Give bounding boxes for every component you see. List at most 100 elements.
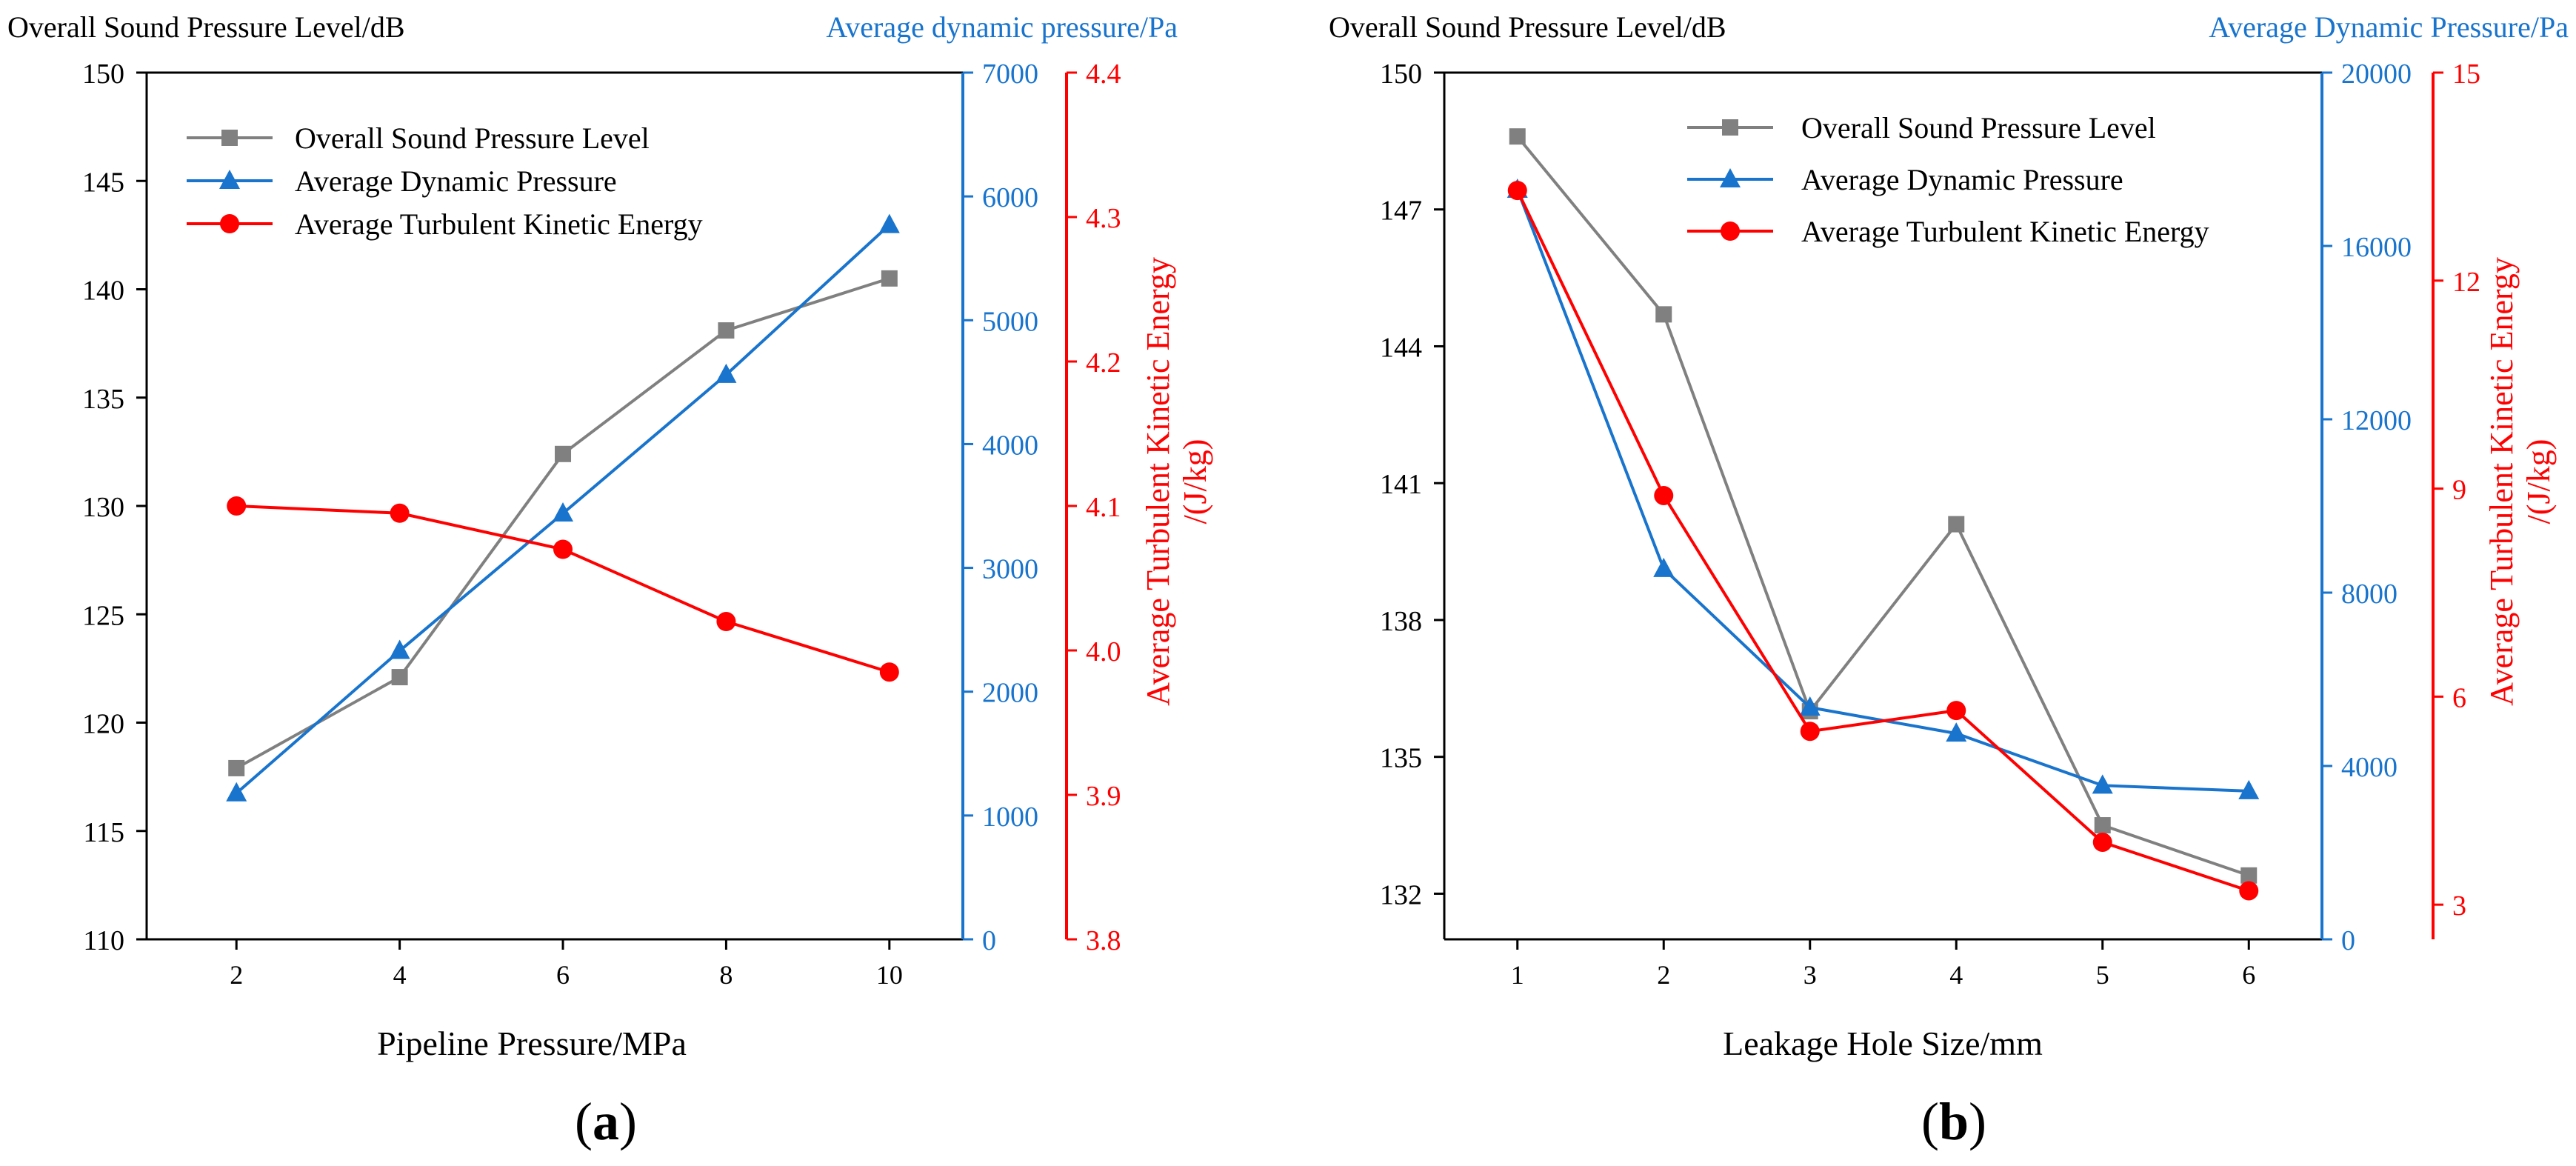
panel-a-right1-tick-label: 7000	[982, 59, 1038, 90]
panel-a-left-tick-label: 135	[82, 384, 124, 415]
panel-b-right2-axis-title-line2: /(J/kg)	[2520, 439, 2557, 524]
panel-b-left-tick-label: 150	[1380, 59, 1422, 90]
panel-b-x-tick-label: 6	[2242, 960, 2255, 990]
panel-a-right2-tick-label: 4.2	[1086, 347, 1121, 379]
panel-b-spl-point	[1509, 128, 1526, 145]
panel-b-dynamic-pressure-point	[2238, 779, 2260, 799]
panel-a-dynamic-pressure-point	[715, 363, 737, 383]
panel-b-x-tick-label: 3	[1803, 960, 1817, 990]
panel-a-dynamic-pressure-point	[389, 639, 410, 659]
panel-b-tke-point	[1507, 181, 1527, 201]
panel-b-spl-point	[1655, 306, 1672, 323]
panel-b-right1-tick-label: 8000	[2341, 579, 2398, 610]
panel-b-tke-point	[2092, 832, 2112, 852]
panel-a-right1-tick-label: 4000	[982, 430, 1038, 461]
panel-a-right1-tick-label: 6000	[982, 182, 1038, 213]
panel-a-legend-tke-marker	[220, 214, 239, 233]
panel-a-left-tick-label: 120	[82, 709, 124, 740]
panel-b-tke-point	[2239, 881, 2259, 901]
panel-a-right2-tick-label: 4.0	[1086, 636, 1121, 667]
panel-a-spl-point	[555, 445, 572, 462]
panel-a-right2-tick-label: 3.8	[1086, 925, 1121, 956]
panel-a-tke-point	[227, 496, 247, 516]
panel-b-tke-point	[1800, 722, 1820, 742]
panel-a-spl-point	[228, 759, 245, 776]
panel-a-right1-tick-label: 0	[982, 925, 996, 956]
panel-a-left-tick-label: 130	[82, 492, 124, 523]
panel-a-right2-axis-title-line2: /(J/kg)	[1177, 439, 1213, 524]
panel-b-left-tick-label: 141	[1380, 469, 1422, 500]
panel-a-spl-point	[881, 270, 898, 287]
panel-a-legend-dynamic-pressure-marker	[219, 170, 240, 189]
panel-b-left-axis-title: Overall Sound Pressure Level/dB	[1329, 10, 1726, 44]
panel-b-left-tick-label: 144	[1380, 332, 1422, 363]
panel-a-right1-axis-title: Average dynamic pressure/Pa	[826, 10, 1178, 44]
panel-a-legend-dynamic-pressure-label: Average Dynamic Pressure	[295, 164, 617, 198]
panel-a-legend-tke-label: Average Turbulent Kinetic Energy	[295, 207, 703, 241]
panel-b-spl-point	[1948, 516, 1965, 533]
panel-a-x-tick-label: 10	[876, 960, 903, 990]
panel-a-spl-line	[236, 276, 890, 770]
panel-a-x-axis-title: Pipeline Pressure/MPa	[377, 1025, 687, 1062]
panel-a-right2-axis-title-line1: Average Turbulent Kinetic Energy	[1140, 257, 1176, 706]
panel-b-label-letter: b	[1939, 1092, 1969, 1151]
panel-a-tke-point	[716, 612, 736, 631]
panel-b-tke-line	[1515, 190, 2249, 893]
panel-a-left-tick-label: 115	[83, 817, 124, 848]
panel-b-x-axis-title: Leakage Hole Size/mm	[1723, 1025, 2043, 1062]
panel-a-x-tick-label: 6	[556, 960, 570, 990]
panel-b-right2-tick-label: 3	[2452, 890, 2466, 922]
panel-b-spl-point	[2094, 817, 2111, 834]
panel-a: Overall Sound Pressure Level/dB Average …	[7, 10, 1213, 1151]
panel-a-label-letter: a	[593, 1092, 619, 1151]
panel-a-left-axis-title: Overall Sound Pressure Level/dB	[7, 10, 405, 44]
panel-a-dynamic-pressure-point	[878, 213, 900, 233]
panel-b-left-tick-label: 147	[1380, 196, 1422, 227]
panel-b-legend-tke-marker	[1721, 221, 1740, 241]
panel-a-tke-line	[236, 504, 890, 674]
panel-a-spl-point	[718, 322, 735, 339]
panel-b-right2-tick-label: 6	[2452, 682, 2466, 713]
panel-b-plot: 1 2 3 4 5 61321351381411441471500400080001200…	[1380, 59, 2480, 990]
panel-a-dynamic-pressure-point	[553, 502, 574, 522]
panel-a-right1-tick-label: 2000	[982, 678, 1038, 709]
panel-a-left-tick-label: 150	[82, 59, 124, 90]
panel-a-x-tick-label: 2	[230, 960, 243, 990]
panel-b-label: (b)	[1921, 1092, 1986, 1151]
panel-a-dynamic-pressure-point	[226, 782, 247, 802]
panel-b-legend-tke-label: Average Turbulent Kinetic Energy	[1801, 215, 2209, 248]
panel-a-left-tick-label: 110	[83, 925, 124, 956]
panel-a-tke-point	[879, 662, 899, 682]
panel-b-right2-tick-label: 9	[2452, 475, 2466, 506]
panel-a-x-tick-label: 4	[393, 960, 407, 990]
panel-b-left-tick-label: 138	[1380, 606, 1422, 637]
panel-b-x-tick-label: 4	[1949, 960, 1963, 990]
panel-b-tke-point	[1946, 701, 1966, 721]
panel-b-legend-spl-marker	[1722, 119, 1738, 136]
panel-b-dynamic-pressure-line	[1515, 189, 2249, 793]
panel-a-left-tick-label: 145	[82, 167, 124, 198]
panel-a-left-tick-label: 140	[82, 276, 124, 307]
panel-a-tke-point	[553, 539, 573, 559]
panel-a-right1-tick-label: 5000	[982, 306, 1038, 337]
panel-b-legend-spl-label: Overall Sound Pressure Level	[1801, 111, 2156, 144]
panel-a-tke-point	[390, 503, 410, 523]
panel-b: Overall Sound Pressure Level/dB Average …	[1329, 10, 2569, 1151]
panel-a-left-tick-label: 125	[82, 600, 124, 631]
panel-b-right1-tick-label: 16000	[2341, 232, 2412, 263]
panel-b-right1-tick-label: 20000	[2341, 59, 2412, 90]
panel-b-tke-point	[1654, 485, 1674, 505]
panel-b-left-tick-label: 132	[1380, 879, 1422, 910]
panel-a-legend-spl-marker	[221, 130, 238, 146]
panel-a-plot: 2 4 6 8 10 110 115 120 125 130 135 140 145 150 0 1000 20…	[82, 59, 1121, 990]
panel-b-right1-tick-label: 4000	[2341, 752, 2398, 783]
panel-a-right2-tick-label: 4.4	[1086, 59, 1121, 90]
panel-b-spl-line	[1516, 135, 2249, 877]
panel-b-x-tick-label: 2	[1657, 960, 1670, 990]
panel-a-x-tick-label: 8	[719, 960, 733, 990]
panel-b-right1-axis-title: Average Dynamic Pressure/Pa	[2209, 10, 2569, 44]
panel-b-x-tick-label: 5	[2096, 960, 2109, 990]
panel-a-legend-spl-label: Overall Sound Pressure Level	[295, 121, 650, 155]
panel-b-dynamic-pressure-point	[1946, 722, 1967, 742]
